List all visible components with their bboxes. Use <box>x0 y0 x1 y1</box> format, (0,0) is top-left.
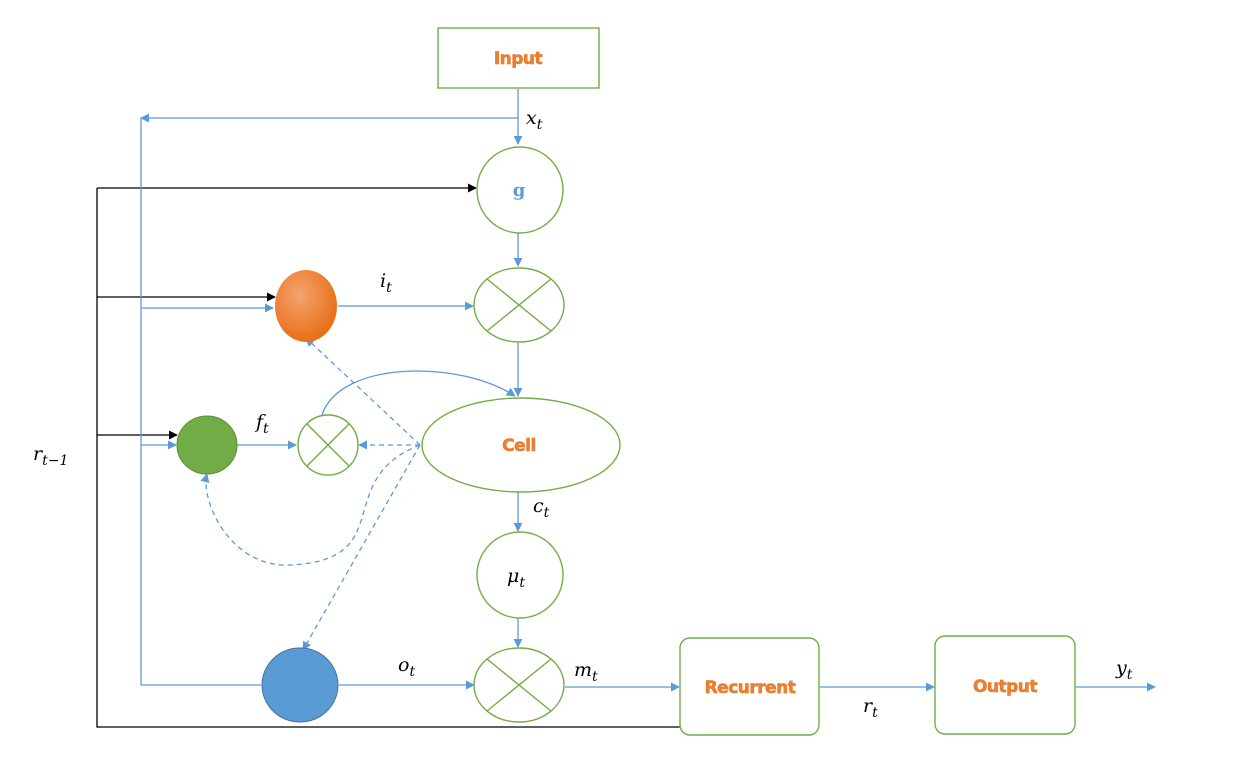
input-box-label: Input <box>494 49 543 69</box>
peephole-forget-gate <box>200 444 421 566</box>
yt-label: yt <box>1115 657 1133 683</box>
ft-label: ft <box>254 411 269 437</box>
recurrent-box-label: Recurrent <box>705 678 796 698</box>
output-box-label: Output <box>973 677 1037 697</box>
rt-label: rt <box>863 695 878 721</box>
input-multiply-node <box>473 267 565 343</box>
cell-label: Cell <box>502 436 536 456</box>
ot-label: ot <box>398 654 415 680</box>
peephole-connections <box>200 337 421 651</box>
peephole-output-gate <box>302 444 421 651</box>
g-label: g <box>513 180 526 201</box>
cell-node: Cell <box>421 397 621 493</box>
output-multiply-node <box>473 647 565 723</box>
input-gate-node <box>275 270 337 342</box>
feedback-main-line <box>96 188 680 728</box>
recurrent-box: Recurrent <box>679 637 820 736</box>
mu-node: μt <box>476 531 564 619</box>
mt-label: mt <box>574 659 598 685</box>
r-prev-label: rt−1 <box>33 443 68 469</box>
input-box: Input <box>437 27 600 89</box>
recurrent-feedback-lines <box>96 183 680 728</box>
flow-arrows <box>237 233 1156 692</box>
forget-multiply-node <box>297 414 359 476</box>
it-label: it <box>380 270 392 296</box>
forget-to-cell-arrow <box>321 370 516 416</box>
output-box: Output <box>934 635 1076 735</box>
g-node: g <box>476 146 564 234</box>
output-gate-node <box>261 647 339 723</box>
mu-label: μt <box>507 565 525 591</box>
input-distribution-lines <box>140 89 523 686</box>
peephole-input-gate <box>305 337 421 446</box>
forget-gate-node <box>176 415 238 475</box>
xt-label: xt <box>526 107 543 133</box>
ct-label: ct <box>533 495 550 521</box>
